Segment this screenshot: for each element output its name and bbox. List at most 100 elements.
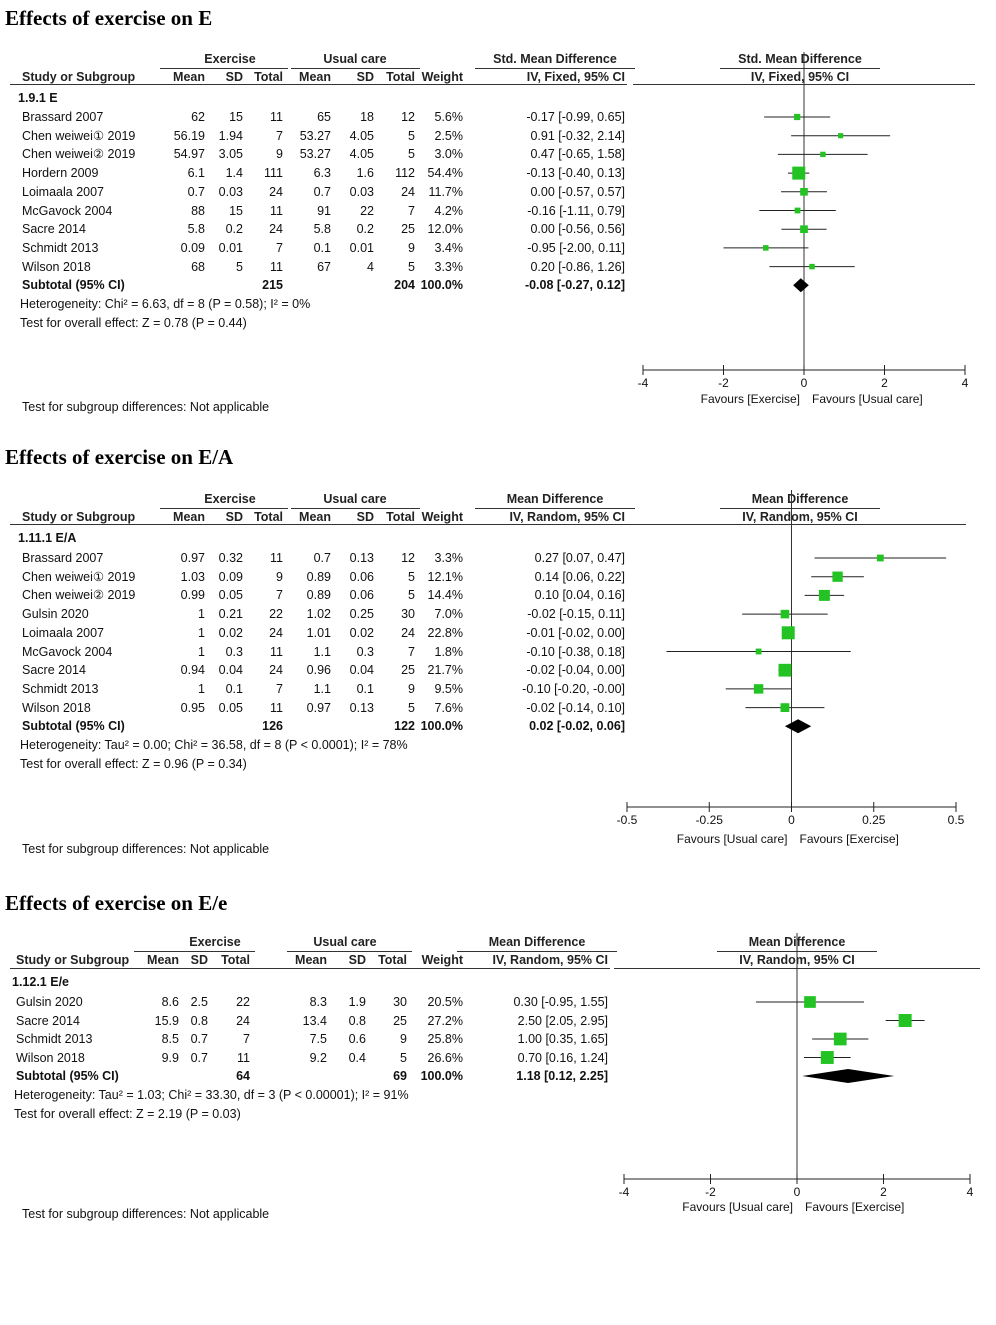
cell-m2: 1.02 xyxy=(306,607,331,622)
cell-n1: 7 xyxy=(276,240,283,255)
study-marker xyxy=(832,571,843,582)
cell-m2: 1.1 xyxy=(313,681,331,696)
col-header-6: Total xyxy=(386,510,415,524)
cell-n1: 11 xyxy=(270,259,283,274)
cell-ci: -0.10 [-0.20, -0.00] xyxy=(522,681,625,696)
cell-m2: 5.8 xyxy=(313,222,331,237)
cell-m1: 88 xyxy=(191,203,205,218)
study-name: Schmidt 2013 xyxy=(22,240,99,255)
cell-m2: 67 xyxy=(317,259,331,274)
subtotal-label: Subtotal (95% CI) xyxy=(22,278,125,293)
cell-n1: 24 xyxy=(269,184,283,199)
col-header-1: Mean xyxy=(147,953,179,967)
cell-sd2: 0.06 xyxy=(349,588,374,603)
cell-weight: 26.6% xyxy=(427,1050,463,1065)
study-name: Hordern 2009 xyxy=(22,166,99,181)
cell-n2: 24 xyxy=(401,625,415,640)
cell-m2: 53.27 xyxy=(299,128,331,143)
col-header-7: Weight xyxy=(421,70,463,84)
cell-n2: 5 xyxy=(408,588,415,603)
cell-n2: 12 xyxy=(401,110,415,124)
cell-ci: 0.70 [0.16, 1.24] xyxy=(517,1050,608,1065)
col-header-6: Total xyxy=(386,70,415,84)
study-name: Sacre 2014 xyxy=(16,1013,80,1028)
study-name: Chen weiwei① 2019 xyxy=(22,569,136,584)
favours-right-label: Favours [Exercise] xyxy=(805,1200,904,1214)
cell-n2: 5 xyxy=(408,128,415,143)
x-tick-label: -2 xyxy=(705,1185,716,1199)
effect-header: Std. Mean Difference xyxy=(493,52,617,66)
col-method: IV, Random, 95% CI xyxy=(492,953,608,967)
cell-n1: 9 xyxy=(276,147,283,162)
cell-m2: 13.4 xyxy=(302,1013,327,1028)
cell-sd2: 0.03 xyxy=(349,184,374,199)
group1-header: Exercise xyxy=(204,492,256,506)
cell-sd2: 0.6 xyxy=(348,1032,366,1046)
cell-ci: 0.91 [-0.32, 2.14] xyxy=(530,128,625,143)
cell-sd1: 0.1 xyxy=(225,681,243,696)
cell-m2: 0.7 xyxy=(313,551,331,565)
cell-m2: 7.5 xyxy=(309,1032,327,1046)
subgroup-label: 1.9.1 E xyxy=(18,91,58,105)
subgroup-diff-text: Test for subgroup differences: Not appli… xyxy=(22,842,270,856)
cell-m1: 54.97 xyxy=(173,147,205,162)
effect-header: Mean Difference xyxy=(488,935,586,949)
cell-m2: 0.1 xyxy=(313,240,331,255)
cell-n1: 24 xyxy=(236,1013,250,1028)
col-header-3: Total xyxy=(254,510,283,524)
subtotal-ci: -0.08 [-0.27, 0.12] xyxy=(524,278,625,293)
group2-header: Usual care xyxy=(313,935,377,949)
cell-sd1: 0.8 xyxy=(190,1013,208,1028)
cell-weight: 12.0% xyxy=(427,222,463,237)
study-marker xyxy=(804,996,816,1008)
cell-ci: -0.13 [-0.40, 0.13] xyxy=(526,166,625,181)
cell-m1: 1.03 xyxy=(180,569,205,584)
cell-n2: 9 xyxy=(408,681,415,696)
header-underline xyxy=(10,84,627,85)
cell-weight: 22.8% xyxy=(427,625,463,640)
study-name: Wilson 2018 xyxy=(22,259,91,274)
cell-sd2: 1.9 xyxy=(348,995,366,1009)
cell-sd2: 0.13 xyxy=(349,700,374,715)
cell-n2: 25 xyxy=(393,1013,407,1028)
cell-m1: 0.7 xyxy=(187,184,205,199)
cell-weight: 4.2% xyxy=(434,203,464,218)
col-method: IV, Random, 95% CI xyxy=(509,510,625,524)
cell-n1: 22 xyxy=(236,995,250,1009)
study-marker xyxy=(838,133,844,139)
forest-plot: -0.5 -0.25 0 0.25 0.5 Favours [Usual care] Fav… xyxy=(617,490,965,846)
plot-effect-header: Mean Difference xyxy=(751,492,849,506)
study-name: Wilson 2018 xyxy=(16,1050,85,1065)
cell-n2: 9 xyxy=(408,240,415,255)
col-header-4: Mean xyxy=(299,70,331,84)
cell-m2: 9.2 xyxy=(309,1050,327,1065)
col-study: Study or Subgroup xyxy=(22,70,136,84)
heterogeneity-text: Heterogeneity: Tau² = 1.03; Chi² = 33.30… xyxy=(14,1088,409,1102)
cell-sd1: 0.32 xyxy=(218,551,243,565)
x-tick-label: -4 xyxy=(619,1185,630,1199)
cell-weight: 14.4% xyxy=(427,588,463,603)
cell-n2: 12 xyxy=(401,551,415,565)
forest-plot: -4 -2 0 2 4 Favours [Usual care] Favours [Exer… xyxy=(619,933,974,1214)
cell-m1: 6.1 xyxy=(187,166,205,181)
cell-sd2: 0.25 xyxy=(349,607,374,622)
subtotal-n2: 122 xyxy=(394,719,415,734)
x-tick-label: -0.5 xyxy=(617,813,638,827)
col-header-1: Mean xyxy=(173,70,205,84)
cell-m1: 1 xyxy=(198,681,205,696)
x-tick-label: 2 xyxy=(881,376,888,390)
cell-weight: 9.5% xyxy=(434,681,464,696)
cell-sd1: 0.09 xyxy=(218,569,243,584)
cell-m1: 1 xyxy=(198,607,205,622)
cell-m2: 1.1 xyxy=(313,644,331,659)
cell-m1: 8.5 xyxy=(161,1032,179,1046)
cell-n2: 7 xyxy=(408,644,415,659)
cell-ci: 2.50 [2.05, 2.95] xyxy=(517,1013,608,1028)
x-tick-label: 0 xyxy=(794,1185,801,1199)
subtotal-ci: 1.18 [0.12, 2.25] xyxy=(516,1069,608,1083)
x-tick-label: 0 xyxy=(788,813,795,827)
cell-m1: 56.19 xyxy=(173,128,205,143)
group1-header: Exercise xyxy=(204,52,256,66)
cell-weight: 7.6% xyxy=(434,700,464,715)
forest-plot: -4 -2 0 2 4 Favours [Exercise] Favours [Usual … xyxy=(638,52,969,406)
